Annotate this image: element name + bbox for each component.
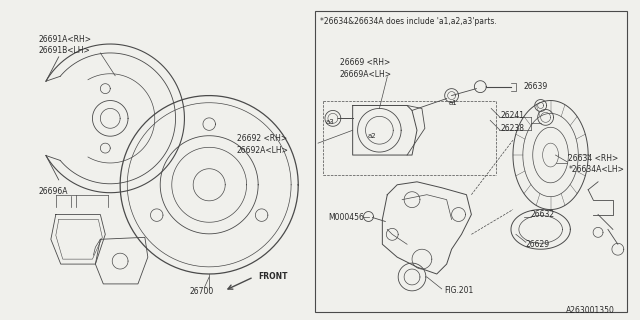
- Text: 26669A<LH>: 26669A<LH>: [340, 70, 392, 79]
- Text: 26629: 26629: [526, 240, 550, 249]
- Text: *26634A<LH>: *26634A<LH>: [568, 165, 624, 174]
- Text: a3: a3: [326, 119, 335, 125]
- Text: a1: a1: [449, 100, 458, 106]
- Text: 26241: 26241: [500, 111, 524, 120]
- Text: A263001350: A263001350: [566, 306, 615, 315]
- Text: *26634&26634A does include 'a1,a2,a3'parts.: *26634&26634A does include 'a1,a2,a3'par…: [320, 17, 497, 26]
- Text: FRONT: FRONT: [259, 272, 288, 282]
- Text: 26639: 26639: [524, 82, 548, 91]
- Text: FIG.201: FIG.201: [445, 286, 474, 295]
- Text: 26238: 26238: [500, 124, 524, 133]
- Text: 26691B<LH>: 26691B<LH>: [39, 46, 91, 55]
- Bar: [315, 11, 627, 312]
- Text: 26632: 26632: [531, 210, 555, 219]
- Text: a2: a2: [367, 133, 376, 139]
- Text: 26696A: 26696A: [39, 187, 68, 196]
- Text: 26634 <RH>: 26634 <RH>: [568, 154, 619, 163]
- Text: 26691A<RH>: 26691A<RH>: [39, 35, 92, 44]
- Text: 26692A<LH>: 26692A<LH>: [237, 146, 289, 155]
- Text: 26669 <RH>: 26669 <RH>: [340, 58, 390, 67]
- Text: 26700: 26700: [189, 287, 214, 296]
- Text: 26692 <RH>: 26692 <RH>: [237, 134, 287, 143]
- Text: M000456: M000456: [328, 213, 364, 222]
